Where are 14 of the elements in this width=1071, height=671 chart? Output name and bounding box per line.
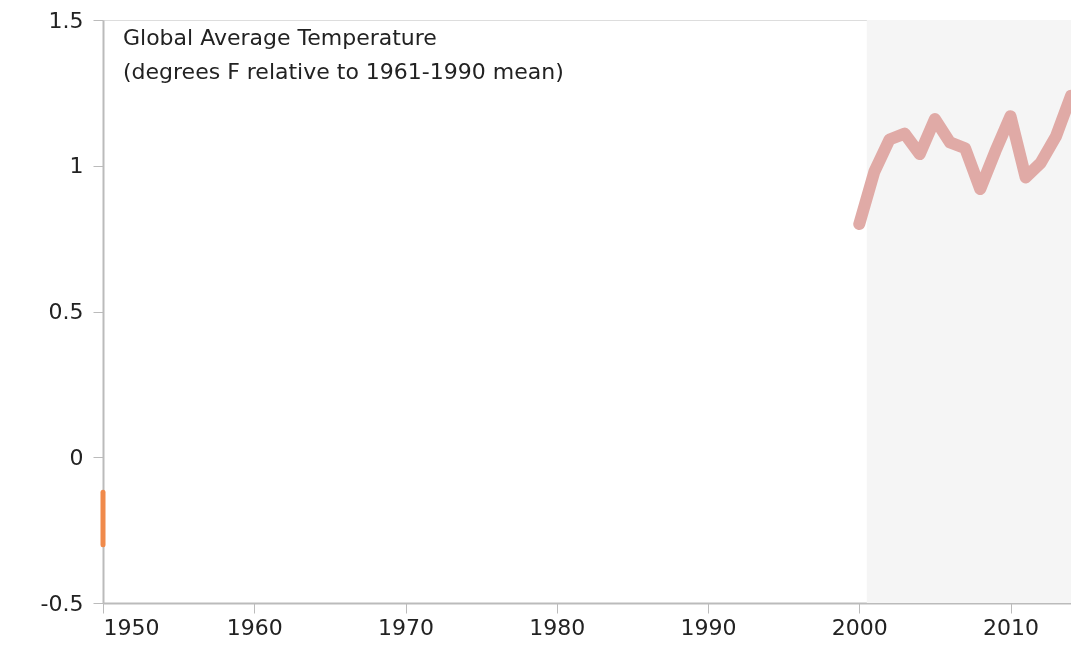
x-tick-label: 1990 bbox=[680, 614, 737, 640]
y-tick-label: -0.5 bbox=[40, 590, 84, 616]
x-tick-label: 2000 bbox=[831, 614, 888, 640]
x-tick-label: 2010 bbox=[983, 614, 1039, 640]
x-tick-label: 1960 bbox=[226, 614, 283, 640]
x-tick-label: 1970 bbox=[378, 614, 434, 640]
y-tick-label: 0.5 bbox=[48, 299, 84, 324]
x-tick-label: 1950 bbox=[103, 614, 160, 640]
chart-title: Global Average Temperature bbox=[123, 25, 437, 50]
x-tick-label: 1980 bbox=[529, 614, 586, 640]
y-tick-label: 1 bbox=[69, 153, 84, 179]
y-tick-label: 1.5 bbox=[48, 7, 84, 33]
text: (degrees F relative to 1961-1990 mean) bbox=[123, 59, 564, 84]
y-tick-label: 0 bbox=[69, 444, 84, 470]
